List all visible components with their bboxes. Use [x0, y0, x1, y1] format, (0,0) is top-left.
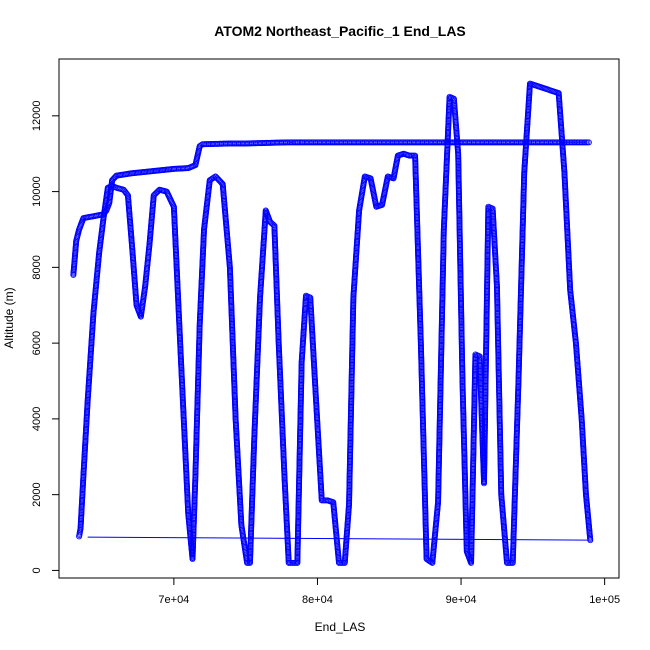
- plot-area: [70, 80, 594, 566]
- series-1: [76, 80, 594, 566]
- data-point: [585, 139, 592, 146]
- data-point: [154, 188, 161, 195]
- chart-title: ATOM2 Northeast_Pacific_1 End_LAS: [214, 23, 466, 39]
- series-0: [70, 139, 592, 278]
